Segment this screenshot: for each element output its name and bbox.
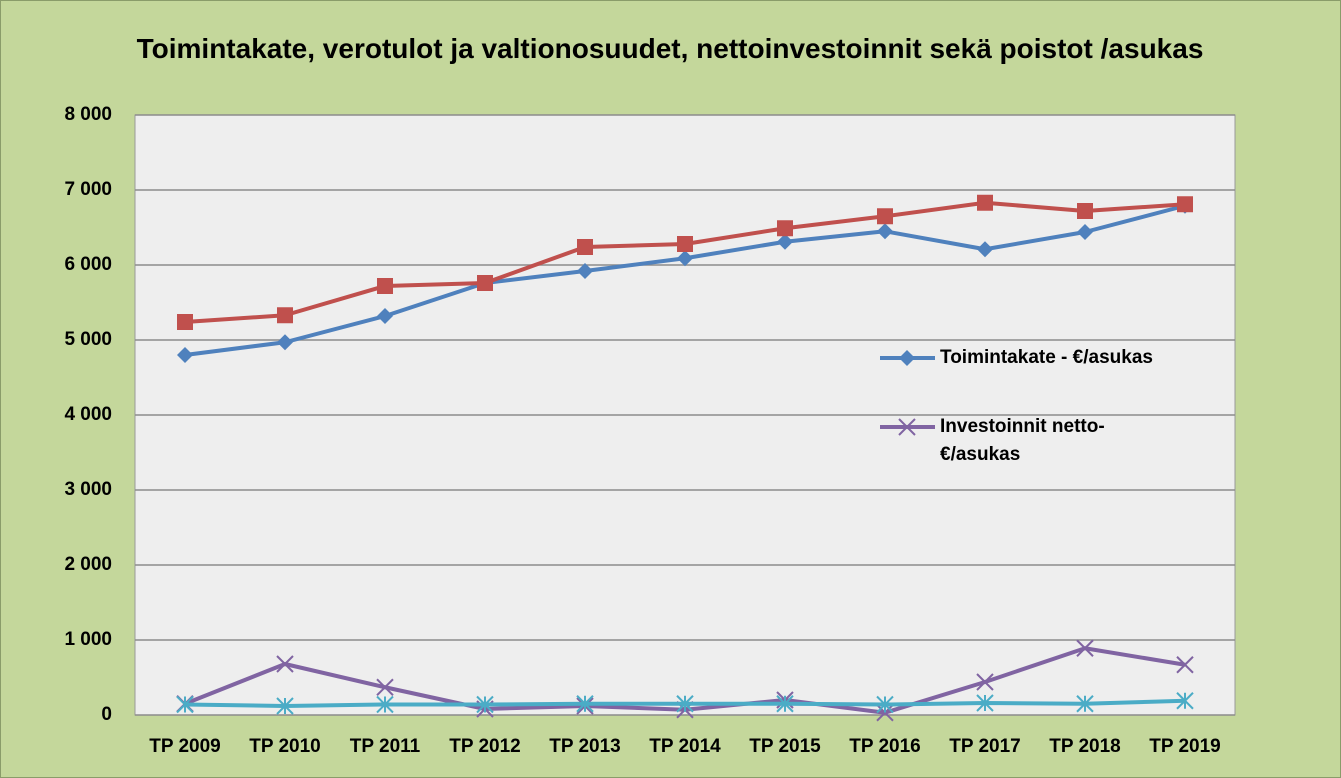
marker (477, 275, 493, 291)
x-tick-label: TP 2011 (350, 736, 421, 757)
y-tick-label: 3 000 (64, 479, 112, 500)
marker (899, 350, 915, 366)
marker (376, 695, 394, 714)
marker (577, 239, 593, 255)
marker (1076, 639, 1094, 657)
marker (976, 694, 994, 712)
marker (877, 223, 893, 240)
x-tick-label: TP 2014 (649, 736, 721, 757)
marker (377, 308, 393, 324)
marker (277, 307, 293, 324)
marker (1177, 196, 1193, 213)
marker (1176, 692, 1194, 710)
x-tick-label: TP 2009 (149, 736, 220, 757)
marker (1077, 203, 1093, 219)
marker (576, 695, 594, 713)
marker (277, 334, 293, 351)
marker (677, 250, 693, 267)
y-tick-label: 4 000 (64, 404, 112, 425)
y-tick-label: 6 000 (64, 254, 112, 275)
marker (377, 278, 393, 294)
marker (1176, 656, 1194, 674)
marker (776, 695, 794, 713)
x-tick-label: TP 2010 (249, 736, 320, 757)
marker (898, 418, 916, 436)
marker (977, 241, 993, 258)
y-tick-label: 2 000 (64, 554, 112, 575)
marker (877, 208, 893, 225)
series (176, 692, 1194, 715)
x-tick-label: TP 2017 (949, 736, 1020, 757)
marker (177, 347, 193, 363)
marker (976, 673, 994, 691)
y-tick-label: 0 (101, 704, 112, 725)
series (177, 194, 1193, 330)
legend-label: Toimintakate - €/asukas (940, 347, 1153, 368)
x-tick-label: TP 2018 (1049, 736, 1120, 757)
x-tick-label: TP 2015 (749, 736, 821, 757)
x-tick-label: TP 2013 (549, 736, 620, 757)
marker (876, 704, 894, 722)
marker (677, 236, 693, 252)
x-tick-label: TP 2016 (849, 736, 920, 757)
marker (777, 220, 793, 237)
legend-label: Investoinnit netto-€/asukas (940, 416, 1105, 465)
x-tick-label: TP 2012 (449, 736, 520, 757)
y-tick-label: 8 000 (64, 104, 112, 125)
y-tick-label: 1 000 (64, 629, 112, 650)
y-tick-label: 7 000 (64, 179, 112, 200)
marker (777, 233, 793, 250)
marker (1077, 224, 1093, 240)
marker (977, 194, 993, 211)
marker (577, 263, 593, 279)
marker (876, 695, 894, 714)
marker (1076, 695, 1094, 713)
chart-title: Toimintakate, verotulot ja valtionosuude… (136, 33, 1204, 64)
y-tick-label: 5 000 (64, 329, 112, 350)
x-tick-label: TP 2019 (1149, 736, 1220, 757)
marker (376, 678, 394, 696)
marker (177, 314, 193, 330)
marker (476, 695, 494, 714)
marker (676, 695, 694, 713)
marker (276, 697, 294, 715)
marker (276, 655, 294, 673)
marker (176, 695, 194, 714)
